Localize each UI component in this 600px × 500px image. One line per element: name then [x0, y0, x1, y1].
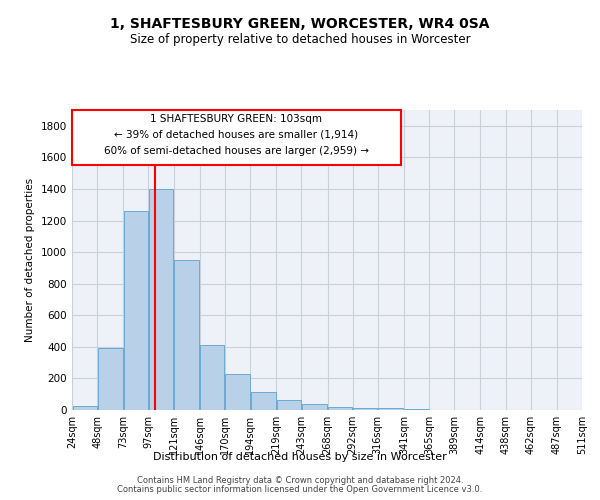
Bar — [404, 409, 428, 410]
Y-axis label: Number of detached properties: Number of detached properties — [25, 178, 35, 342]
Bar — [353, 408, 377, 410]
Text: 60% of semi-detached houses are larger (2,959) →: 60% of semi-detached houses are larger (… — [104, 146, 369, 156]
Bar — [379, 408, 403, 410]
Text: Contains HM Land Registry data © Crown copyright and database right 2024.: Contains HM Land Registry data © Crown c… — [137, 476, 463, 485]
Bar — [302, 404, 327, 410]
Text: ← 39% of detached houses are smaller (1,914): ← 39% of detached houses are smaller (1,… — [115, 130, 358, 140]
Text: Distribution of detached houses by size in Worcester: Distribution of detached houses by size … — [153, 452, 447, 462]
Bar — [149, 189, 173, 410]
Text: Size of property relative to detached houses in Worcester: Size of property relative to detached ho… — [130, 32, 470, 46]
FancyBboxPatch shape — [72, 110, 401, 166]
Bar — [124, 211, 148, 410]
Bar — [98, 348, 123, 410]
Bar — [251, 392, 275, 410]
Text: 1 SHAFTESBURY GREEN: 103sqm: 1 SHAFTESBURY GREEN: 103sqm — [151, 114, 322, 124]
Bar — [174, 260, 199, 410]
Bar — [226, 374, 250, 410]
Bar — [277, 400, 301, 410]
Bar — [73, 406, 97, 410]
Text: 1, SHAFTESBURY GREEN, WORCESTER, WR4 0SA: 1, SHAFTESBURY GREEN, WORCESTER, WR4 0SA — [110, 18, 490, 32]
Text: Contains public sector information licensed under the Open Government Licence v3: Contains public sector information licen… — [118, 485, 482, 494]
Bar — [200, 346, 224, 410]
Bar — [328, 407, 352, 410]
